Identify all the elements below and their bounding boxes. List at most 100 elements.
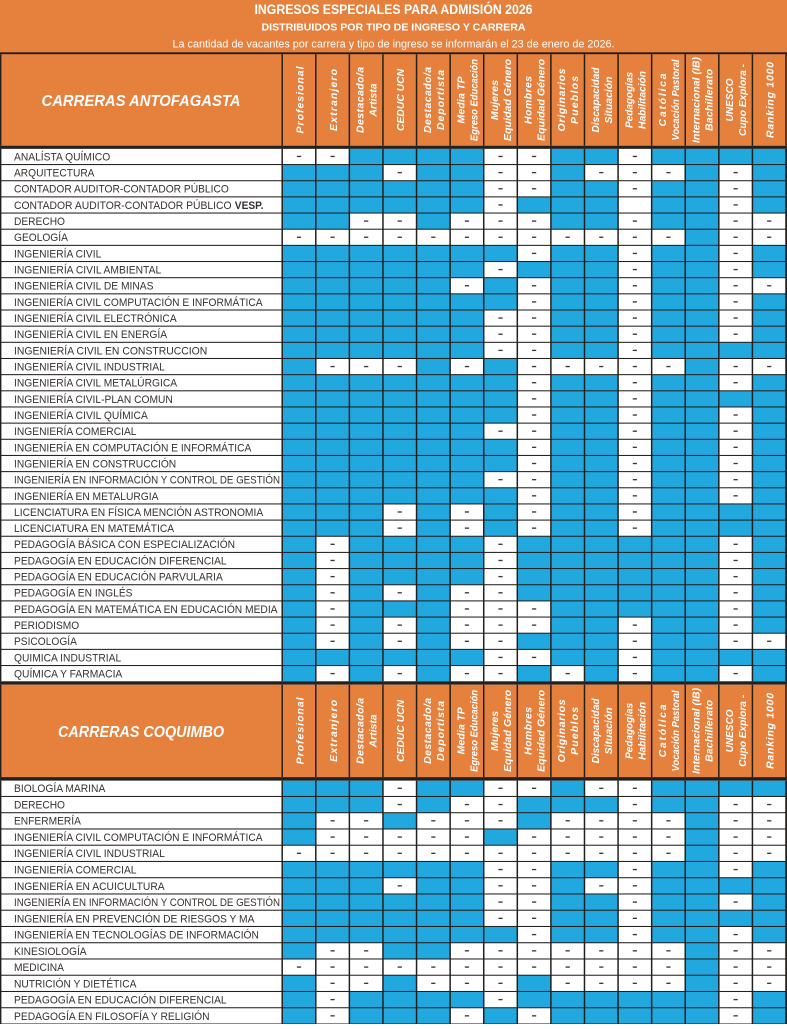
- svg-text:Profesional: Profesional: [294, 696, 306, 764]
- svg-text:INGENIERÍA CIVIL AMBIENTAL: INGENIERÍA CIVIL AMBIENTAL: [14, 264, 161, 277]
- svg-text:La cantidad de vacantes por ca: La cantidad de vacantes por carrera y ti…: [173, 39, 615, 51]
- svg-text:INGENIERÍA CIVIL METALÚRGICA: INGENIERÍA CIVIL METALÚRGICA: [14, 377, 178, 390]
- svg-text:GEOLOGÍA: GEOLOGÍA: [14, 231, 69, 244]
- svg-text:INGENIERÍA CIVIL: INGENIERÍA CIVIL: [14, 247, 101, 260]
- svg-text:Cupo Explora -: Cupo Explora -: [737, 694, 749, 766]
- svg-text:VESP.: VESP.: [235, 200, 264, 212]
- svg-text:Deportista: Deportista: [435, 70, 447, 130]
- svg-text:DISTRIBUIDOS POR TIPO DE INGRE: DISTRIBUIDOS POR TIPO DE INGRESO Y CARRE…: [262, 22, 526, 34]
- svg-text:CONTADOR AUDITOR-CONTADOR PÚBL: CONTADOR AUDITOR-CONTADOR PÚBLICO: [14, 183, 229, 196]
- svg-text:Hombres: Hombres: [523, 707, 535, 755]
- svg-text:Egreso Educación: Egreso Educación: [468, 59, 480, 141]
- svg-text:Artista: Artista: [368, 714, 380, 748]
- svg-text:Destacado/a: Destacado/a: [422, 67, 434, 133]
- svg-text:QUIMICA INDUSTRIAL: QUIMICA INDUSTRIAL: [14, 652, 121, 664]
- svg-text:NUTRICIÓN Y DIETÉTICA: NUTRICIÓN Y DIETÉTICA: [14, 977, 137, 990]
- svg-text:LICENCIATURA EN FÍSICA MENCIÓN: LICENCIATURA EN FÍSICA MENCIÓN ASTRONOMI…: [14, 506, 264, 519]
- svg-text:Cupo Explora -: Cupo Explora -: [737, 63, 749, 135]
- svg-text:Pedagogías: Pedagogías: [623, 703, 635, 759]
- svg-text:ARQUITECTURA: ARQUITECTURA: [14, 168, 95, 180]
- svg-text:Situación: Situación: [603, 707, 615, 754]
- svg-text:KINESIOLOGÍA: KINESIOLOGÍA: [14, 945, 87, 958]
- svg-text:PEDAGOGÍA BÁSICA CON ESPECIALI: PEDAGOGÍA BÁSICA CON ESPECIALIZACIÓN: [14, 538, 235, 551]
- svg-text:Habilitación: Habilitación: [636, 71, 648, 129]
- svg-text:LICENCIATURA EN MATEMÁTICA: LICENCIATURA EN MATEMÁTICA: [14, 522, 175, 535]
- svg-text:INGENIERÍA EN PREVENCIÓN DE RI: INGENIERÍA EN PREVENCIÓN DE RIESGOS Y MA: [14, 912, 255, 925]
- svg-text:DERECHO: DERECHO: [14, 799, 65, 811]
- svg-text:Deportista: Deportista: [435, 701, 447, 761]
- svg-text:Pedagogías: Pedagogías: [623, 72, 635, 128]
- svg-text:INGENIERÍA EN TECNOLOGÍAS DE I: INGENIERÍA EN TECNOLOGÍAS DE INFORMACIÓN: [14, 929, 259, 942]
- svg-text:Extranjero: Extranjero: [328, 68, 340, 131]
- svg-text:QUÍMICA Y FARMACIA: QUÍMICA Y FARMACIA: [14, 668, 123, 681]
- svg-text:Extranjero: Extranjero: [328, 699, 340, 762]
- svg-text:INGENIERÍA CIVIL QUÍMICA: INGENIERÍA CIVIL QUÍMICA: [14, 409, 149, 422]
- svg-text:Originarios: Originarios: [556, 699, 568, 762]
- svg-text:INGENIERÍA COMERCIAL: INGENIERÍA COMERCIAL: [14, 863, 137, 876]
- svg-text:INGENIERÍA EN INFORMACIÓN Y CO: INGENIERÍA EN INFORMACIÓN Y CONTROL DE G…: [14, 896, 280, 909]
- svg-text:Discapacidad: Discapacidad: [590, 698, 602, 764]
- svg-text:Equidad Género: Equidad Género: [502, 58, 514, 141]
- svg-text:INGRESOS ESPECIALES PARA ADMIS: INGRESOS ESPECIALES PARA ADMISIÓN 2026: [255, 0, 533, 17]
- svg-text:INGENIERÍA CIVIL COMPUTACIÓN E: INGENIERÍA CIVIL COMPUTACIÓN E INFORMÁTI…: [14, 831, 263, 844]
- svg-text:BIOLOGÍA MARINA: BIOLOGÍA MARINA: [14, 782, 106, 795]
- svg-text:Situación: Situación: [603, 76, 615, 123]
- svg-text:PEDAGOGÍA EN EDUCACIÓN DIFEREN: PEDAGOGÍA EN EDUCACIÓN DIFERENCIAL: [14, 554, 227, 567]
- svg-text:Destacado/a: Destacado/a: [422, 698, 434, 764]
- svg-text:Ranking 1000: Ranking 1000: [765, 62, 777, 138]
- svg-text:INGENIERÍA CIVIL COMPUTACIÓN E: INGENIERÍA CIVIL COMPUTACIÓN E INFORMÁTI…: [14, 296, 263, 309]
- svg-text:INGENIERÍA EN INFORMACIÓN Y CO: INGENIERÍA EN INFORMACIÓN Y CONTROL DE G…: [14, 474, 280, 487]
- svg-text:CARRERAS ANTOFAGASTA: CARRERAS ANTOFAGASTA: [42, 93, 241, 110]
- svg-text:PEDAGOGÍA EN INGLÉS: PEDAGOGÍA EN INGLÉS: [14, 587, 133, 600]
- svg-text:Equidad Género: Equidad Género: [502, 689, 514, 772]
- svg-text:Internacional (IB): Internacional (IB): [691, 56, 703, 143]
- svg-text:Media TP: Media TP: [455, 75, 467, 123]
- svg-text:Bachillerato: Bachillerato: [704, 699, 716, 762]
- svg-text:Discapacidad: Discapacidad: [590, 67, 602, 133]
- svg-text:Internacional (IB): Internacional (IB): [691, 687, 703, 774]
- svg-text:Originarios: Originarios: [556, 68, 568, 131]
- svg-text:Egreso Educación: Egreso Educación: [468, 690, 480, 772]
- svg-text:PEDAGOGÍA EN EDUCACIÓN PARVULA: PEDAGOGÍA EN EDUCACIÓN PARVULARIA: [14, 571, 224, 584]
- svg-text:MEDICINA: MEDICINA: [14, 962, 65, 974]
- svg-text:INGENIERÍA CIVIL EN ENERGÍA: INGENIERÍA CIVIL EN ENERGÍA: [14, 328, 168, 341]
- svg-text:Mujeres: Mujeres: [489, 711, 501, 751]
- svg-text:PEDAGOGÍA EN FILOSOFÍA Y RELIG: PEDAGOGÍA EN FILOSOFÍA Y RELIGIÓN: [14, 1010, 210, 1023]
- svg-text:INGENIERÍA CIVIL-PLAN COMUN: INGENIERÍA CIVIL-PLAN COMUN: [14, 393, 173, 406]
- svg-text:Equidad Género: Equidad Género: [536, 689, 548, 772]
- svg-text:Destacado/a: Destacado/a: [355, 698, 367, 764]
- svg-text:INGENIERÍA CIVIL EN CONSTRUCC: INGENIERÍA CIVIL EN CONSTRUCCION: [14, 344, 207, 357]
- svg-text:Artista: Artista: [368, 83, 380, 117]
- svg-text:Equidad Género: Equidad Género: [536, 58, 548, 141]
- svg-text:Destacado/a: Destacado/a: [355, 67, 367, 133]
- svg-text:ENFERMERÍA: ENFERMERÍA: [14, 815, 82, 828]
- svg-text:INGENIERÍA CIVIL DE MINAS: INGENIERÍA CIVIL DE MINAS: [14, 280, 154, 293]
- svg-text:PSICOLOGÍA: PSICOLOGÍA: [14, 635, 78, 648]
- svg-text:Católica: Católica: [657, 73, 669, 126]
- svg-text:Mujeres: Mujeres: [489, 80, 501, 120]
- svg-text:Pueblos: Pueblos: [569, 76, 581, 124]
- svg-text:INGENIERÍA CIVIL ELECTRÓNICA: INGENIERÍA CIVIL ELECTRÓNICA: [14, 312, 177, 325]
- svg-text:Habilitación: Habilitación: [636, 702, 648, 760]
- svg-text:Pueblos: Pueblos: [569, 707, 581, 755]
- svg-text:PERIODISMO: PERIODISMO: [14, 620, 79, 632]
- svg-text:INGENIERÍA EN COMPUTACIÓN E IN: INGENIERÍA EN COMPUTACIÓN E INFORMÁTICA: [14, 441, 252, 454]
- svg-text:INGENIERÍA COMERCIAL: INGENIERÍA COMERCIAL: [14, 425, 137, 438]
- svg-text:Ranking 1000: Ranking 1000: [765, 693, 777, 769]
- svg-text:Vocación Pastoral: Vocación Pastoral: [670, 58, 682, 140]
- svg-text:ANALÍSTA QUÍMICO: ANALÍSTA QUÍMICO: [14, 150, 110, 163]
- svg-text:INGENIERÍA EN ACUICULTURA: INGENIERÍA EN ACUICULTURA: [14, 880, 165, 893]
- svg-text:CONTADOR AUDITOR-CONTADOR PÚBL: CONTADOR AUDITOR-CONTADOR PÚBLICO: [14, 199, 232, 212]
- svg-text:CEDUC UCN: CEDUC UCN: [395, 69, 407, 131]
- svg-text:CARRERAS COQUIMBO: CARRERAS COQUIMBO: [58, 724, 224, 741]
- svg-text:INGENIERÍA EN CONSTRUCCIÓN: INGENIERÍA EN CONSTRUCCIÓN: [14, 457, 176, 470]
- svg-text:Vocación Pastoral: Vocación Pastoral: [670, 689, 682, 771]
- svg-text:PEDAGOGÍA EN EDUCACIÓN DIFEREN: PEDAGOGÍA EN EDUCACIÓN DIFERENCIAL: [14, 994, 227, 1007]
- svg-text:Profesional: Profesional: [294, 65, 306, 133]
- svg-text:DERECHO: DERECHO: [14, 216, 65, 228]
- svg-text:Bachillerato: Bachillerato: [704, 68, 716, 131]
- svg-text:INGENIERÍA EN METALURGIA: INGENIERÍA EN METALURGIA: [14, 490, 159, 503]
- svg-text:Media TP: Media TP: [455, 706, 467, 754]
- svg-text:Hombres: Hombres: [523, 76, 535, 124]
- svg-text:UNESCO: UNESCO: [724, 78, 736, 121]
